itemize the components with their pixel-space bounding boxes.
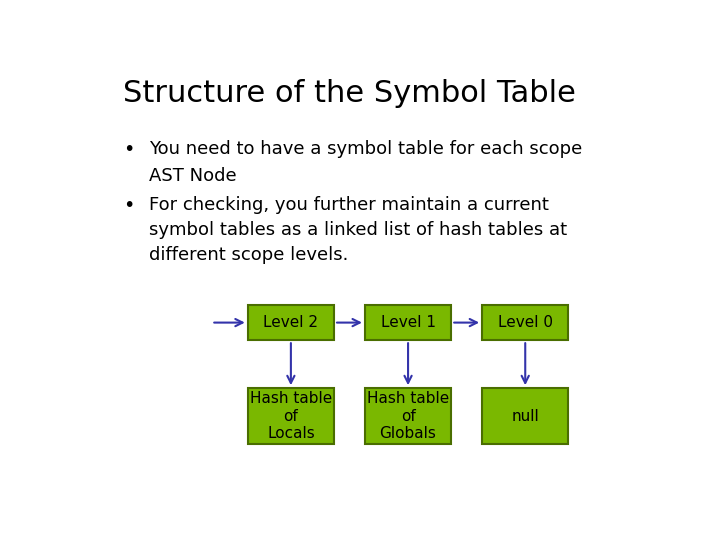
Text: symbol tables as a linked list of hash tables at: symbol tables as a linked list of hash t…	[148, 221, 567, 239]
Text: Level 0: Level 0	[498, 315, 553, 330]
Text: different scope levels.: different scope levels.	[148, 246, 348, 264]
Text: Level 1: Level 1	[381, 315, 436, 330]
FancyBboxPatch shape	[365, 388, 451, 444]
Text: You need to have a symbol table for each scope: You need to have a symbol table for each…	[148, 140, 582, 158]
Text: For checking, you further maintain a current: For checking, you further maintain a cur…	[148, 196, 549, 214]
FancyBboxPatch shape	[482, 388, 569, 444]
Text: Hash table
of
Globals: Hash table of Globals	[367, 392, 449, 441]
Text: AST Node: AST Node	[148, 167, 236, 185]
Text: Level 2: Level 2	[264, 315, 318, 330]
Text: •: •	[124, 196, 135, 215]
FancyBboxPatch shape	[365, 305, 451, 340]
FancyBboxPatch shape	[248, 388, 334, 444]
FancyBboxPatch shape	[248, 305, 334, 340]
Text: null: null	[511, 409, 539, 424]
Text: Hash table
of
Locals: Hash table of Locals	[250, 392, 332, 441]
Text: •: •	[124, 140, 135, 159]
Text: Structure of the Symbol Table: Structure of the Symbol Table	[124, 79, 576, 109]
FancyBboxPatch shape	[482, 305, 569, 340]
